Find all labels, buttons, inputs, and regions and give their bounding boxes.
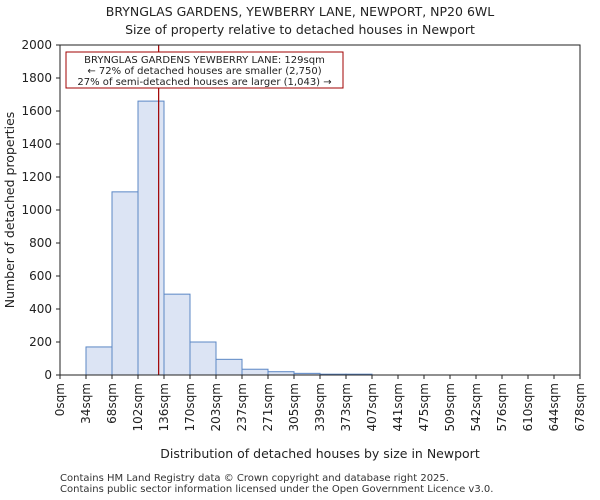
x-tick-label-18: 610sqm [521,383,535,431]
chart-subtitle: Size of property relative to detached ho… [125,22,475,37]
x-tick-label-14: 475sqm [417,383,431,431]
y-tick-label-600: 600 [29,269,52,283]
bar-1 [85,346,113,376]
y-tick-label-2000: 2000 [21,38,52,52]
x-tick-label-17: 576sqm [495,383,509,431]
x-tick-label-19: 644sqm [547,383,561,431]
x-tick-label-11: 373sqm [339,383,353,431]
y-tick-label-0: 0 [44,368,52,382]
chart-title: BRYNGLAS GARDENS, YEWBERRY LANE, NEWPORT… [105,4,495,19]
y-tick-label-1000: 1000 [21,203,52,217]
annotation-box [65,51,344,89]
x-tick-label-5: 170sqm [183,383,197,431]
y-tick-label-1400: 1400 [21,137,52,151]
y-axis-title: Number of detached properties [2,112,17,309]
chart-title-block: BRYNGLAS GARDENS, YEWBERRY LANE, NEWPORT… [0,3,600,39]
x-tick-label-7: 237sqm [235,383,249,431]
annotation-line-2: ← 72% of detached houses are smaller (2,… [87,66,321,77]
annotation-group: BRYNGLAS GARDENS YEWBERRY LANE: 129sqm← … [65,51,344,89]
x-axis-title: Distribution of detached houses by size … [160,446,480,461]
y-tick-label-1600: 1600 [21,104,52,118]
footer-line-1: Contains HM Land Registry data © Crown c… [60,473,449,484]
bar-7 [241,368,269,376]
footer-line-2: Contains public sector information licen… [60,484,494,495]
x-tick-label-16: 542sqm [469,383,483,431]
y-tick-label-400: 400 [29,302,52,316]
y-tick-label-1200: 1200 [21,170,52,184]
x-tick-label-8: 271sqm [261,383,275,431]
x-tick-label-15: 509sqm [443,383,457,431]
x-tick-label-12: 407sqm [365,383,379,431]
x-tick-label-4: 136sqm [157,383,171,431]
bar-4 [163,293,191,376]
x-tick-label-13: 441sqm [391,383,405,431]
annotation-line-1: BRYNGLAS GARDENS YEWBERRY LANE: 129sqm [84,55,325,66]
x-tick-label-3: 102sqm [131,383,145,431]
bar-5 [189,341,217,376]
bar-6 [215,358,243,376]
x-tick-label-10: 339sqm [313,383,327,431]
annotation-line-3: 27% of semi-detached houses are larger (… [77,77,331,88]
x-tick-label-2: 68sqm [105,383,119,424]
x-tick-label-6: 203sqm [209,383,223,431]
axes-group: 0 200 400 600 800 1000 1200 1400 1600 1800 2000 0sq… [2,38,587,461]
x-tick-label-1: 34sqm [79,383,93,424]
bar-3 [137,100,165,376]
footer: Contains HM Land Registry data © Crown c… [60,473,493,495]
bar-2 [111,191,139,376]
x-tick-label-9: 305sqm [287,383,301,431]
bars-group [85,100,373,376]
x-tick-label-0: 0sqm [53,383,67,416]
x-tick-label-20: 678sqm [573,383,587,431]
y-tick-label-1800: 1800 [21,71,52,85]
y-tick-label-200: 200 [29,335,52,349]
y-tick-label-800: 800 [29,236,52,250]
